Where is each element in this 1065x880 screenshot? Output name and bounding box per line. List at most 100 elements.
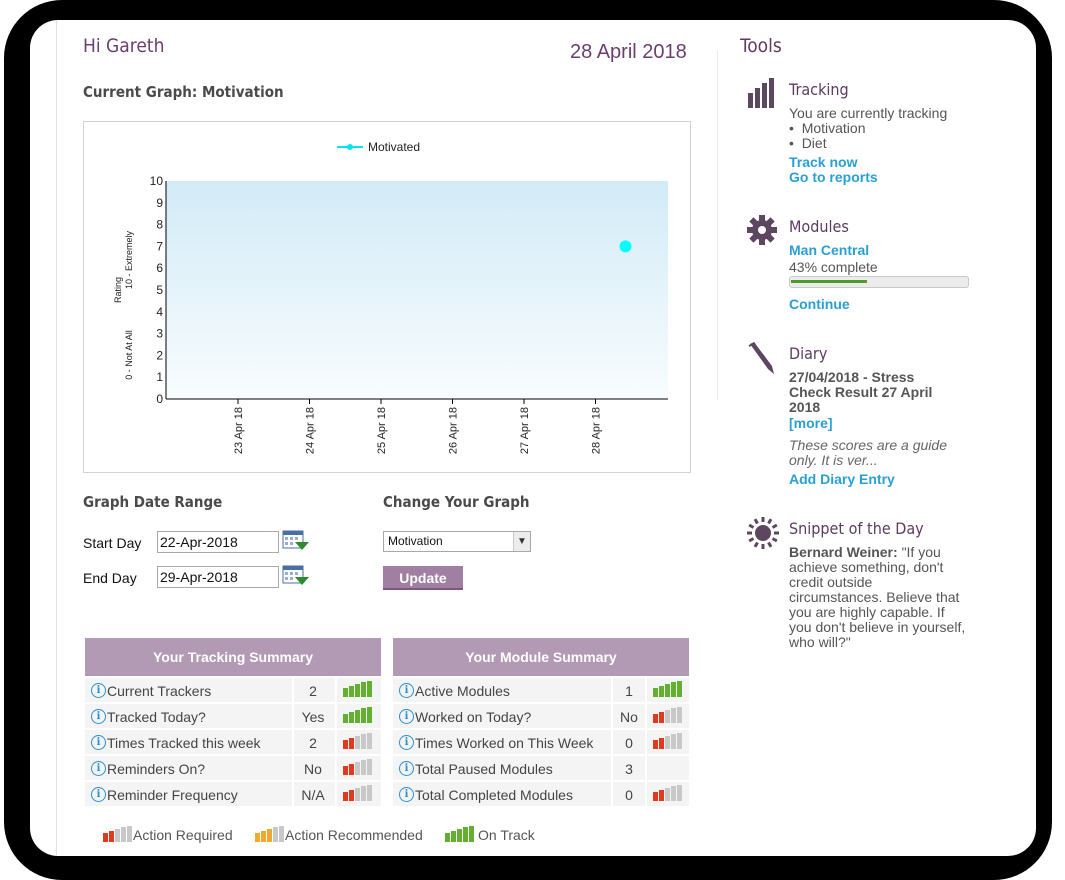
status-bar	[677, 785, 682, 801]
left-border	[56, 20, 57, 856]
add-diary-entry-link[interactable]: Add Diary Entry	[789, 471, 895, 487]
status-bar	[367, 681, 372, 697]
status-bar	[343, 792, 348, 801]
info-icon[interactable]: i	[91, 787, 106, 802]
status-icon	[343, 785, 373, 801]
start-day-input[interactable]	[157, 531, 279, 553]
summary-row-label: i Reminder Frequency	[91, 787, 238, 803]
info-icon[interactable]: i	[399, 735, 414, 750]
cell-separator	[645, 756, 647, 780]
status-bar	[665, 736, 670, 749]
x-tick-label: 23 Apr 18	[233, 407, 245, 454]
info-icon[interactable]: i	[399, 683, 414, 698]
summary-label-text: Times Tracked this week	[107, 735, 261, 751]
summary-row-label: i Total Paused Modules	[399, 761, 553, 777]
info-icon[interactable]: i	[399, 709, 414, 724]
summary-value: Yes	[301, 709, 325, 725]
status-icon	[653, 759, 683, 775]
column-divider	[717, 50, 718, 400]
status-bar	[355, 762, 360, 775]
snippet-title: Snippet of the Day	[789, 519, 924, 538]
continue-link[interactable]: Continue	[789, 296, 850, 312]
info-icon[interactable]: i	[399, 787, 414, 802]
cell-separator	[335, 704, 337, 728]
diary-entry[interactable]: 27/04/2018 - Stress Check Result 27 Apri…	[789, 369, 933, 415]
status-bar	[361, 734, 366, 749]
cell-separator	[292, 678, 294, 702]
sun-ray	[753, 541, 759, 548]
bar-chart-icon	[748, 78, 774, 108]
legend-on-track-label: On Track	[478, 827, 535, 843]
y-tick-label: 10	[150, 174, 164, 188]
status-bar	[653, 714, 658, 723]
status-bar	[451, 831, 456, 842]
info-icon[interactable]: i	[91, 735, 106, 750]
status-bar	[355, 684, 360, 697]
module-name-link[interactable]: Man Central	[789, 242, 870, 258]
update-button[interactable]: Update	[383, 566, 463, 590]
legend-marker	[347, 144, 353, 150]
tracking-item: • Diet	[789, 135, 827, 151]
motivation-chart: 0 1 2 3 4 5 6 7 8 9 10 23 Apr 18 24 Apr 18 25 Apr 18…	[113, 140, 668, 454]
summary-label-text: Worked on Today?	[415, 709, 532, 725]
status-bar	[109, 831, 114, 842]
status-bar	[653, 740, 658, 749]
summary-value: 3	[625, 761, 633, 777]
tracking-item-label: Motivation	[801, 120, 866, 136]
end-day-label: End Day	[83, 570, 137, 586]
status-bar	[659, 790, 664, 801]
y-tick-label: 0	[156, 392, 163, 406]
legend-action-required-label: Action Required	[133, 827, 233, 843]
summary-label-text: Total Paused Modules	[415, 761, 553, 777]
info-icon[interactable]: i	[91, 683, 106, 698]
status-bar	[653, 688, 658, 697]
data-point[interactable]	[619, 240, 632, 253]
reports-link[interactable]: Go to reports	[789, 169, 878, 185]
tools-title: Tools	[740, 35, 782, 57]
status-bar	[343, 766, 348, 775]
info-icon[interactable]: i	[91, 709, 106, 724]
track-now-link[interactable]: Track now	[789, 154, 858, 170]
status-bar	[653, 792, 658, 801]
cell-separator	[611, 678, 613, 702]
legend-on-track: On Track	[445, 824, 535, 843]
y-tick-label: 3	[156, 327, 163, 341]
summary-value: N/A	[301, 787, 325, 803]
end-calendar-icon[interactable]	[282, 565, 310, 587]
tracking-item-label: Diet	[801, 135, 827, 151]
cell-separator	[645, 678, 647, 702]
status-bar	[279, 826, 284, 842]
y-annotation-top: 10 - Extremely	[124, 230, 134, 289]
info-icon[interactable]: i	[399, 761, 414, 776]
summary-value: No	[304, 761, 322, 777]
end-day-input[interactable]	[157, 566, 279, 588]
summary-row-label: i Total Completed Modules	[399, 787, 573, 803]
graph-select[interactable]: Motivation ▼	[383, 531, 531, 552]
cell-separator	[645, 730, 647, 754]
status-bar	[349, 790, 354, 801]
status-bar	[273, 827, 278, 842]
summary-value: 1	[625, 683, 633, 699]
x-tick-label: 28 Apr 18	[591, 407, 603, 454]
y-tick-label: 9	[156, 196, 163, 210]
cell-separator	[335, 756, 337, 780]
start-calendar-icon[interactable]	[282, 530, 310, 552]
chevron-down-icon[interactable]: ▼	[513, 532, 530, 551]
info-icon[interactable]: i	[91, 761, 106, 776]
sun-ray	[761, 517, 765, 522]
status-bar	[349, 712, 354, 723]
status-bar	[361, 786, 366, 801]
legend-action-required: Action Required	[103, 824, 233, 843]
status-bar	[349, 764, 354, 775]
sun-ray	[747, 531, 752, 535]
x-tick-label: 26 Apr 18	[448, 407, 460, 454]
cell-separator	[611, 756, 613, 780]
summary-row: i Current Trackers 2	[85, 678, 381, 702]
chart-container: 0 1 2 3 4 5 6 7 8 9 10 23 Apr 18 24 Apr 18 25 Apr 18…	[83, 121, 691, 473]
status-bar	[355, 788, 360, 801]
y-tick-label: 5	[156, 283, 163, 297]
diary-more-link[interactable]: [more]	[789, 415, 833, 431]
on-track-icon	[445, 826, 475, 842]
summary-label-text: Total Completed Modules	[415, 787, 573, 803]
cell-separator	[292, 782, 294, 806]
